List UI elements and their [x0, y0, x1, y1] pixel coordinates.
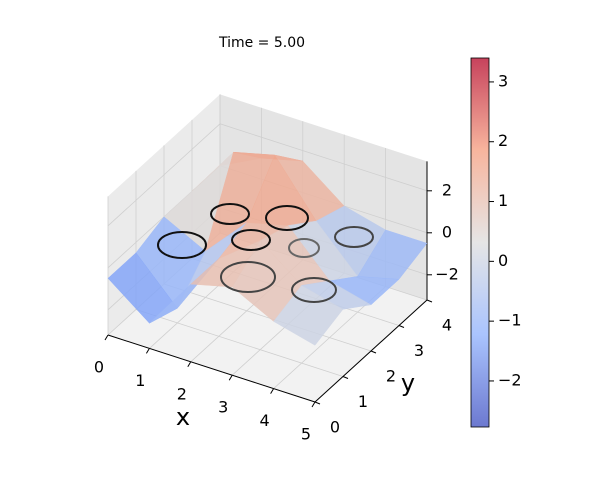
colorbar-tick-label: 3 — [498, 71, 508, 90]
grid-line — [219, 123, 428, 192]
chart-title: Time = 5.00 — [218, 35, 305, 51]
tick-mark — [228, 374, 233, 381]
z-tick-label: 2 — [442, 180, 452, 199]
y-tick-label: 2 — [386, 367, 396, 386]
x-tick-label: 2 — [177, 384, 187, 403]
ring — [220, 261, 276, 293]
tick-mark — [270, 388, 275, 394]
tick-mark — [342, 376, 349, 379]
grid-line — [163, 283, 372, 352]
z-tick-label: −2 — [435, 264, 459, 283]
surface — [107, 151, 428, 346]
grid-line — [135, 309, 344, 377]
x-tick-label: 4 — [260, 411, 270, 430]
colorbar — [471, 58, 489, 427]
tick-mark — [398, 325, 405, 328]
tick-mark — [314, 401, 321, 405]
y-tick-label: 4 — [442, 316, 452, 335]
colorbar-frame — [470, 57, 490, 428]
ring — [288, 238, 320, 258]
y-axis-label: y — [401, 369, 415, 397]
y-tick-label: 1 — [358, 392, 368, 411]
tick-mark — [311, 401, 316, 408]
tick-mark — [145, 348, 150, 354]
ring — [291, 277, 337, 303]
z-tick-label: 0 — [442, 222, 452, 241]
grid-line — [107, 123, 221, 227]
ring — [157, 231, 207, 259]
x-tick-label: 0 — [94, 358, 104, 377]
x-tick-label: 1 — [135, 371, 145, 390]
x-axis-line — [107, 334, 316, 403]
x-axis-label: x — [176, 403, 190, 431]
ring — [265, 205, 309, 231]
colorbar-tick-label: 1 — [498, 191, 508, 210]
colorbar-tick-label: −1 — [498, 311, 522, 330]
ring — [231, 229, 271, 251]
y-axis-line — [314, 299, 428, 403]
x-tick-label: 3 — [218, 398, 228, 417]
rings — [157, 203, 374, 303]
x-tick-label: 5 — [301, 425, 311, 444]
colorbar-tick-label: 2 — [498, 131, 508, 150]
tick-mark — [370, 350, 377, 354]
ring — [210, 203, 250, 225]
colorbar-tick-label: 0 — [498, 251, 508, 270]
y-tick-label: 3 — [414, 341, 424, 360]
colorbar-tick-label: −2 — [498, 370, 522, 389]
ring — [334, 226, 374, 248]
tick-mark — [104, 334, 109, 341]
y-tick-label: 0 — [330, 418, 340, 437]
tick-mark — [187, 361, 192, 368]
tick-mark — [426, 299, 433, 303]
